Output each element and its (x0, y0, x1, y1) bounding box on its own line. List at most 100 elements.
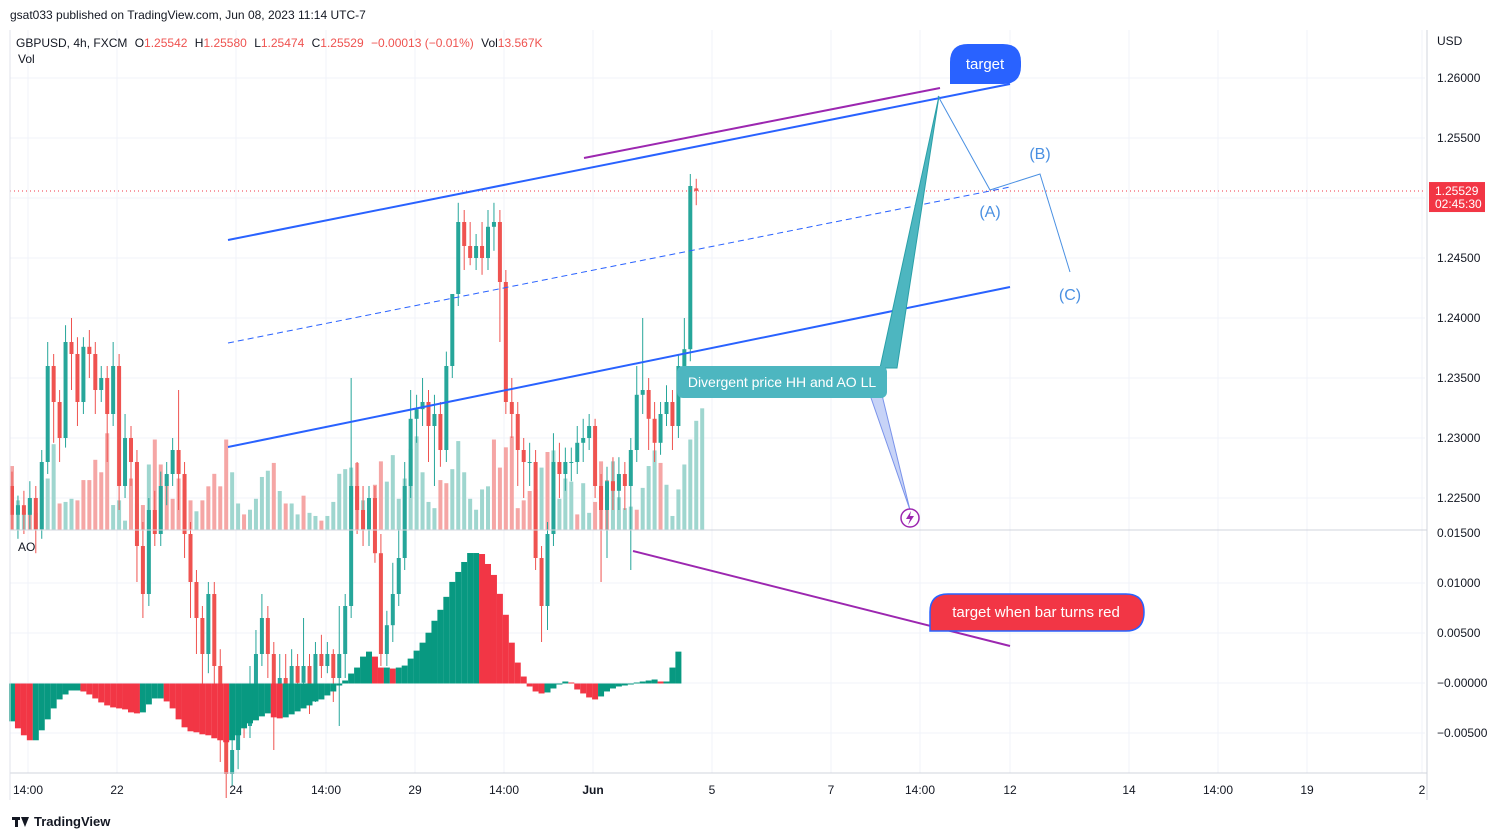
ao-bar (401, 665, 408, 684)
volume-bar (236, 503, 241, 530)
ao-bar (110, 683, 117, 708)
ao-bar (92, 683, 99, 699)
ao-bar (502, 614, 509, 684)
candle-body (640, 390, 645, 395)
wave-a-label: (A) (979, 204, 1000, 221)
ao-tick-label: −0.00000 (1437, 676, 1488, 690)
ao-bar (437, 609, 444, 684)
volume-bar (81, 480, 86, 530)
candle-body (152, 510, 157, 534)
candle-body (515, 414, 520, 450)
volume-bar (277, 491, 282, 530)
vol-pane-label: Vol (18, 52, 35, 66)
volume-bar (117, 500, 122, 530)
candle-body (599, 486, 604, 510)
ao-bar (193, 683, 200, 733)
ao-bar (145, 683, 152, 705)
candle-body (426, 402, 431, 426)
candle-body (563, 462, 568, 474)
volume-bar (497, 467, 502, 530)
candle-body (390, 594, 395, 626)
candle-body (545, 534, 550, 606)
volume-bar (664, 484, 669, 530)
ao-bar (609, 683, 616, 689)
candle-body (301, 666, 306, 683)
candle-body (682, 349, 687, 366)
price-hh-trendline (583, 87, 941, 159)
volume-bar (480, 489, 485, 530)
ao-bar (514, 662, 521, 684)
divergence-callout-tail (869, 394, 911, 511)
volume-bar (444, 483, 449, 530)
ao-tick-label: 0.00500 (1437, 626, 1481, 640)
volume-bar (51, 444, 56, 530)
time-tick-label: Jun (582, 783, 603, 797)
ao-bar (657, 681, 664, 684)
volume-bar (230, 472, 235, 530)
y-axis-label: USD (1437, 34, 1463, 48)
volume-bar (682, 464, 687, 530)
candle-body (337, 654, 342, 678)
candle-body (408, 418, 413, 486)
candle-body (462, 222, 467, 246)
legend-row: GBPUSD, 4h, FXCM O1.25542 H1.25580 L1.25… (16, 36, 543, 50)
ao-bar (633, 682, 640, 684)
time-tick-label: 14 (1122, 783, 1136, 797)
candle-body (21, 505, 26, 515)
time-tick-label: 14:00 (1203, 783, 1233, 797)
volume-bar (194, 511, 199, 530)
price-tick-label: 1.26000 (1437, 71, 1481, 85)
candle-body (480, 246, 485, 258)
volume-bar (545, 452, 550, 530)
divergence-callout-box (677, 366, 887, 398)
volume-bar (616, 497, 621, 530)
legend-high-value: 1.25580 (203, 36, 247, 50)
volume-bar (503, 447, 508, 530)
time-tick-label: 14:00 (905, 783, 935, 797)
candle-body (117, 366, 122, 486)
ao-callout-text: target when bar turns red (952, 604, 1120, 621)
candle-body (533, 462, 538, 558)
candle-body (224, 726, 229, 774)
ao-bar (116, 683, 123, 709)
volume-bar (688, 439, 693, 530)
candle-body (491, 222, 496, 227)
ao-bar (485, 563, 491, 684)
candle-body (343, 606, 348, 654)
ao-bar (675, 651, 682, 684)
price-tick-label: 1.22500 (1437, 491, 1481, 505)
price-tick-label: 1.24000 (1437, 311, 1481, 325)
volume-bar (301, 495, 306, 530)
ao-bar (526, 683, 533, 687)
wave-abc-path (937, 95, 1071, 273)
volume-bar (521, 500, 526, 530)
candle-body (622, 474, 627, 486)
price-tick-label: 1.23500 (1437, 371, 1481, 385)
volume-bar (146, 464, 151, 530)
channel-lower-line (227, 286, 1011, 448)
candle-body (10, 486, 14, 515)
ao-bar (288, 683, 295, 715)
ao-bar (44, 683, 51, 720)
candle-body (593, 426, 598, 486)
drawings[interactable]: target (A) (B) (C) Divergent price HH and AO… (10, 44, 1425, 647)
ao-bar (264, 683, 271, 714)
candle-body (27, 498, 32, 515)
candle-body (688, 186, 693, 350)
ao-bar (163, 683, 170, 702)
candle-body (39, 462, 44, 530)
volume-bar (75, 500, 80, 530)
volume-bar (468, 498, 473, 530)
ao-bar (56, 683, 63, 700)
volume-bar (337, 473, 342, 530)
volume-bar (212, 473, 217, 530)
volume-bar (378, 461, 383, 530)
ao-bar (282, 683, 289, 718)
time-tick-label: 5 (709, 783, 716, 797)
candle-body (658, 414, 663, 443)
ao-bar (562, 681, 569, 684)
ao-bar (425, 632, 432, 684)
ao-bar (312, 683, 319, 702)
candle-body (378, 553, 383, 654)
